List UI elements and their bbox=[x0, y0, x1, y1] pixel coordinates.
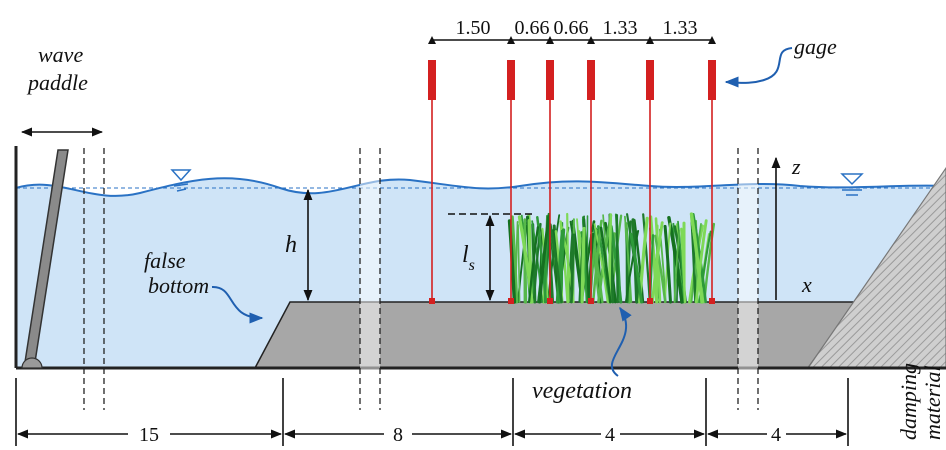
vegetation-blade bbox=[510, 215, 519, 304]
gage-spacing-1: 1.50 bbox=[456, 17, 491, 39]
gage-sensor-5 bbox=[646, 60, 654, 100]
vegetation-blade bbox=[517, 224, 521, 303]
gage-spacing-4: 1.33 bbox=[603, 17, 638, 39]
vegetation-blade bbox=[593, 223, 609, 303]
wave-paddle-label-1: wave bbox=[38, 42, 83, 67]
vegetation-patch bbox=[507, 212, 716, 304]
vegetation-blade bbox=[624, 215, 633, 303]
gage-array bbox=[428, 60, 716, 304]
z-axis-label: z bbox=[791, 154, 801, 179]
vegetation-blade bbox=[690, 218, 704, 304]
vegetation-blade bbox=[507, 219, 517, 304]
bottom-dimension-ticks bbox=[15, 378, 849, 446]
vegetation-blade bbox=[538, 215, 551, 304]
gage-spacing-5: 1.33 bbox=[663, 17, 698, 39]
gage-spacing-tick-1 bbox=[428, 36, 436, 44]
false-bottom-pointer-arrow bbox=[211, 285, 264, 324]
wave-paddle bbox=[21, 149, 69, 369]
vegetation-blade bbox=[527, 226, 540, 304]
false-bottom-label-1: false bbox=[144, 248, 186, 273]
gage-sensor-2 bbox=[507, 60, 515, 100]
water-level-marker-left bbox=[170, 169, 192, 192]
gage-spacing-tick-3 bbox=[546, 36, 554, 44]
vegetation-blade bbox=[548, 223, 563, 304]
bottom-dimension-1: 15 bbox=[139, 424, 159, 446]
vegetation-blade bbox=[654, 234, 667, 304]
gage-sensor-3 bbox=[546, 60, 554, 100]
h-label: h bbox=[285, 232, 297, 258]
damping-label-1: damping bbox=[896, 363, 921, 440]
ls-label: ls bbox=[462, 242, 475, 274]
vegetation-blade bbox=[615, 213, 619, 304]
vegetation-blade bbox=[570, 233, 576, 304]
vegetation-label: vegetation bbox=[532, 378, 632, 404]
vegetation-blade bbox=[673, 229, 681, 303]
gage-base-4 bbox=[588, 298, 594, 304]
vegetation-blade bbox=[599, 226, 612, 304]
x-axis-label: x bbox=[801, 272, 812, 297]
gage-spacing-2: 0.66 bbox=[515, 17, 550, 39]
gage-sensor-4 bbox=[587, 60, 595, 100]
vegetation-blade bbox=[680, 227, 687, 304]
wave-paddle-label-2: paddle bbox=[26, 70, 88, 95]
gage-spacing-tick-4 bbox=[587, 36, 595, 44]
gage-sensor-1 bbox=[428, 60, 436, 100]
gage-sensor-6 bbox=[708, 60, 716, 100]
vegetation-blade bbox=[624, 230, 640, 303]
false-bottom bbox=[253, 301, 857, 369]
vegetation-blade bbox=[633, 219, 645, 304]
gage-spacing-tick-5 bbox=[646, 36, 654, 44]
gage-base-5 bbox=[647, 298, 653, 304]
bottom-dimension-3: 4 bbox=[605, 424, 615, 446]
gage-spacing-3: 0.66 bbox=[554, 17, 589, 39]
vegetation-blade bbox=[663, 224, 672, 304]
vegetation-blade bbox=[578, 215, 585, 303]
vegetation-blade bbox=[690, 223, 702, 303]
bottom-dimension-4: 4 bbox=[771, 424, 781, 446]
gage-base-2 bbox=[508, 298, 514, 304]
water-level-marker-right bbox=[840, 173, 864, 196]
wave-surface bbox=[15, 177, 946, 197]
gage-spacing-ticks bbox=[428, 36, 716, 44]
gage-pointer-arrow bbox=[724, 47, 793, 88]
section-marks bbox=[83, 148, 759, 410]
vegetation-blade bbox=[580, 226, 586, 304]
damping-label-2: material bbox=[920, 365, 945, 440]
false-bottom-label-2: bottom bbox=[148, 273, 209, 298]
vegetation-blade bbox=[650, 221, 664, 304]
gage-base-6 bbox=[709, 298, 715, 304]
vegetation-blade bbox=[629, 232, 643, 304]
gage-label: gage bbox=[794, 34, 837, 59]
bottom-dimension-2: 8 bbox=[393, 424, 403, 446]
vegetation-pointer-arrow bbox=[610, 306, 632, 377]
gage-base-1 bbox=[429, 298, 435, 304]
gage-base-3 bbox=[547, 298, 553, 304]
vegetation-blade bbox=[694, 219, 708, 304]
vegetation-blade bbox=[566, 212, 570, 304]
gage-spacing-tick-6 bbox=[708, 36, 716, 44]
gage-spacing-tick-2 bbox=[507, 36, 515, 44]
